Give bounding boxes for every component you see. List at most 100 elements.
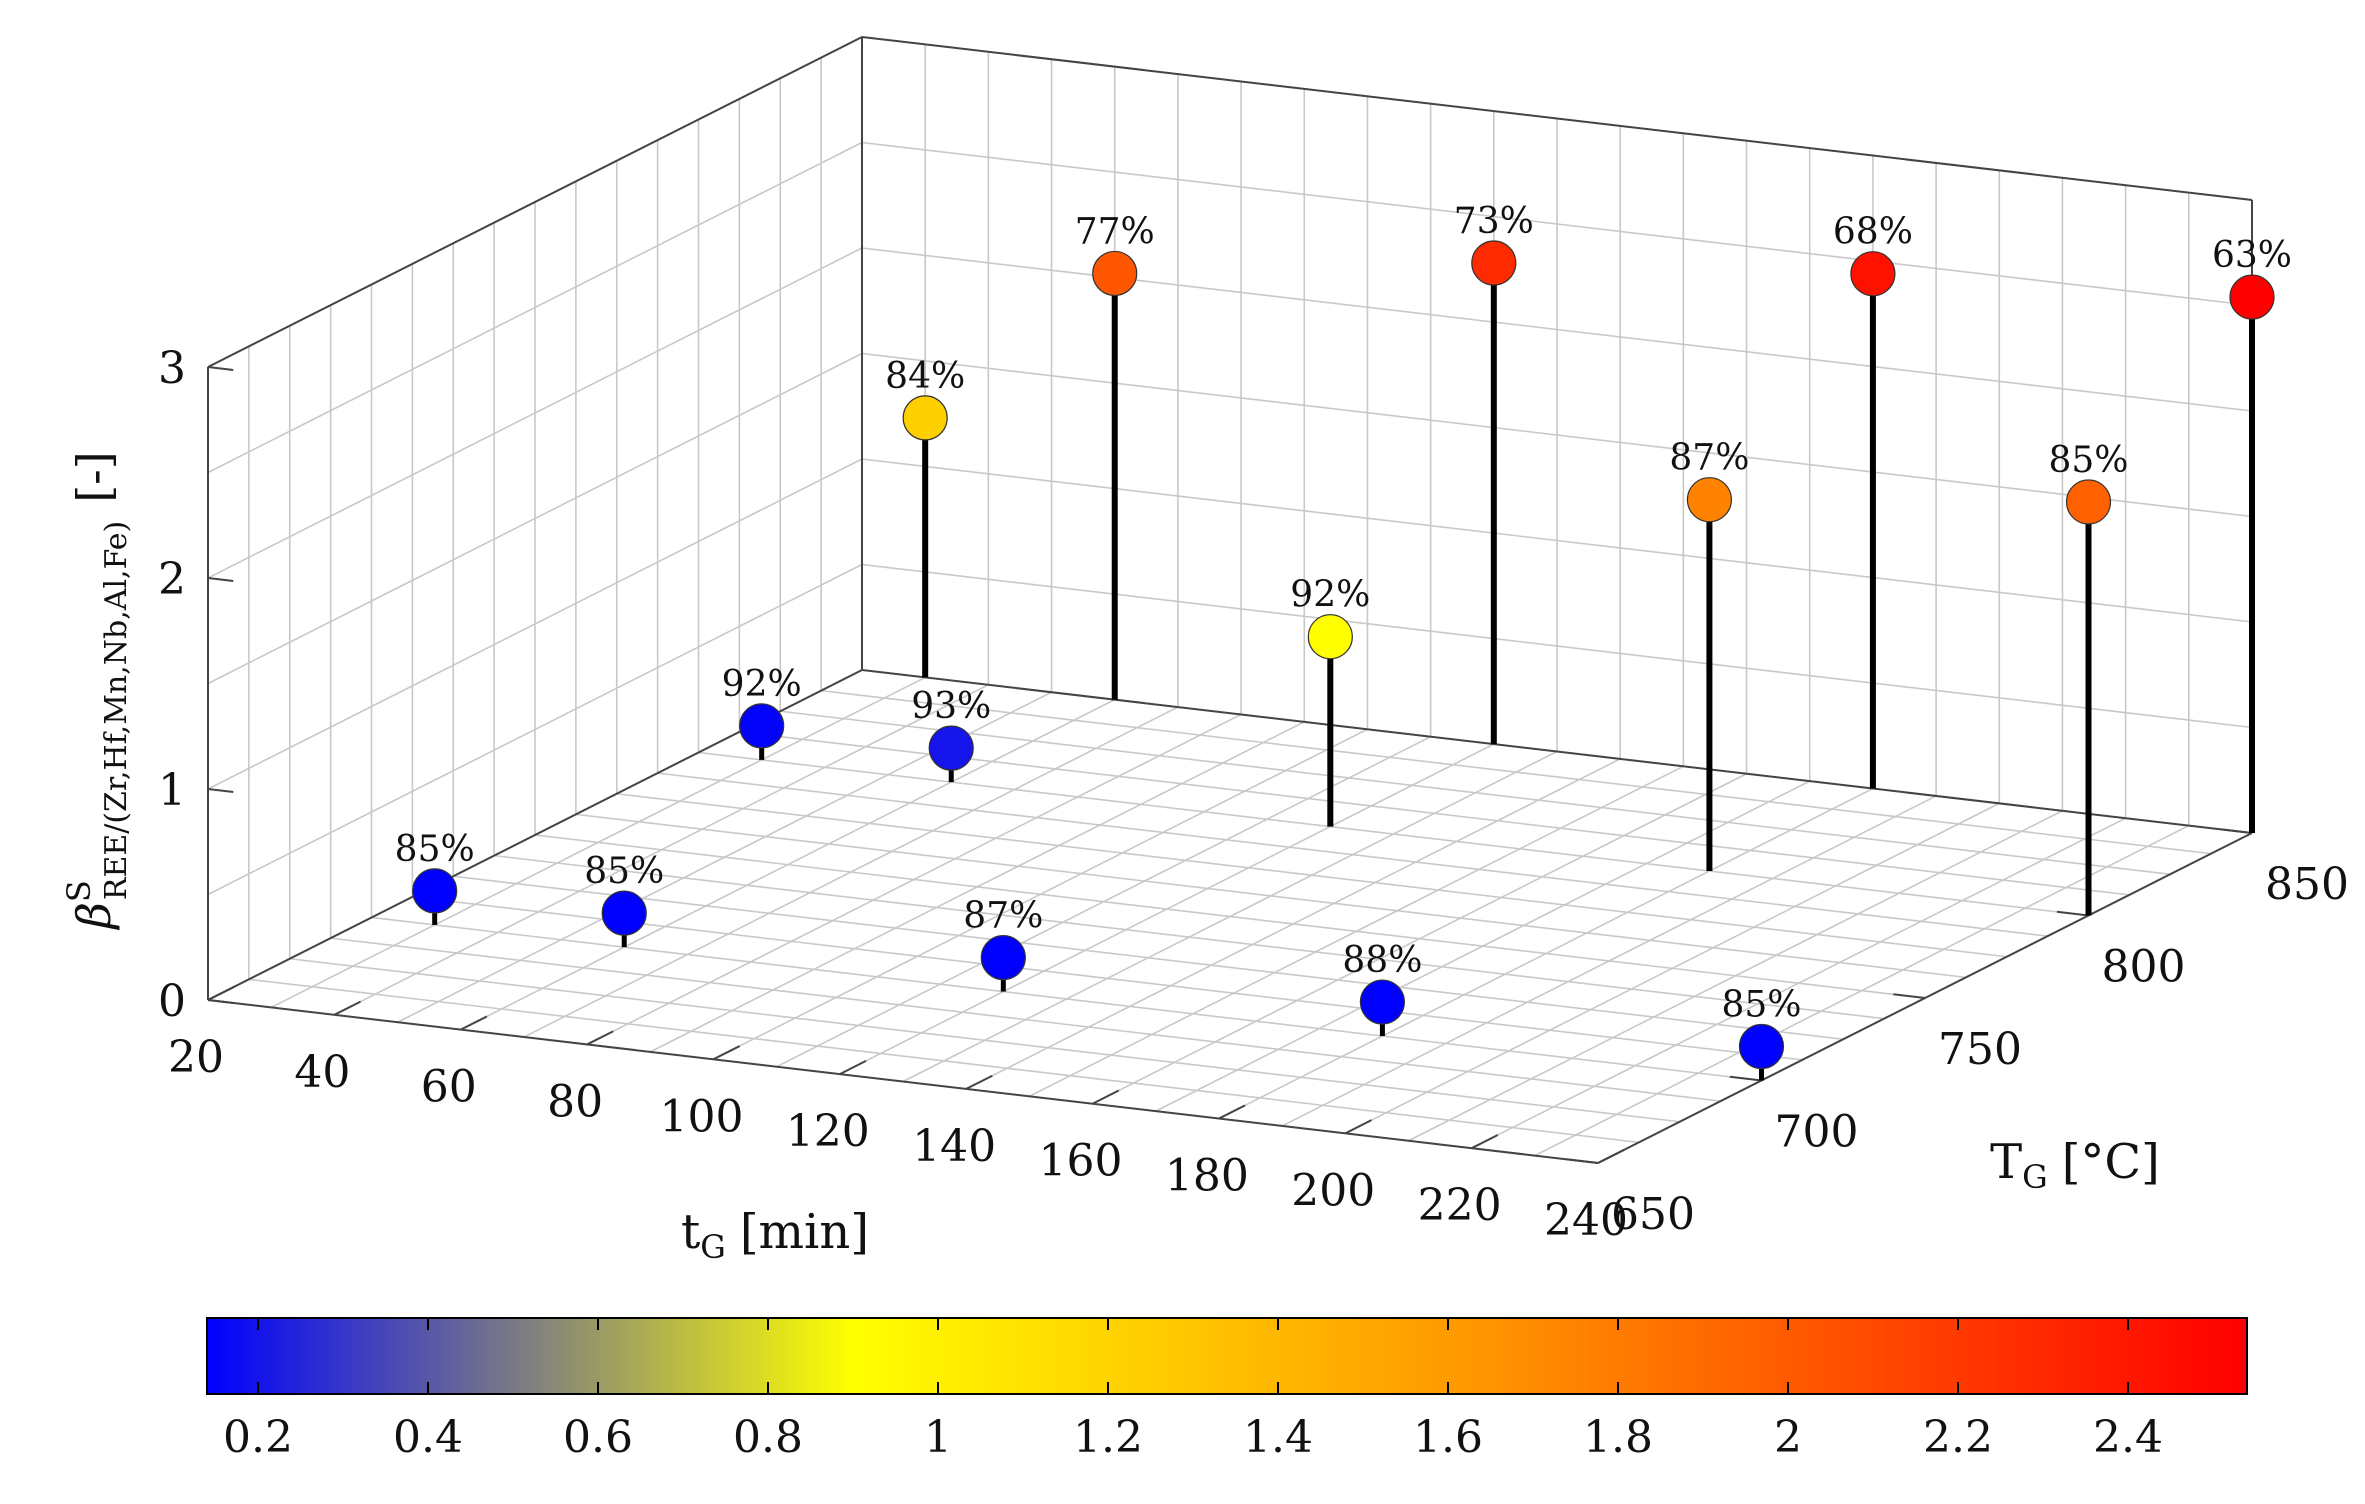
axis-edge <box>207 36 863 368</box>
x-tick-mark <box>333 1000 361 1016</box>
back-wall-grid-line <box>861 458 2253 623</box>
z-axis-label: βSREE/(Zr,Hf,Mn,Nb,Al,Fe)[-] <box>60 451 134 930</box>
point-label: 84% <box>885 356 965 397</box>
x-tick-mark <box>1597 1148 1625 1164</box>
colorbar-tick-label: 0.2 <box>223 1412 293 1463</box>
x-tick-mark <box>460 1015 488 1031</box>
data-point <box>1850 251 1896 297</box>
axis-edge <box>861 36 2253 201</box>
side-wall-grid-line <box>207 458 863 790</box>
x-tick-label: 80 <box>547 1076 603 1127</box>
point-label: 87% <box>963 896 1043 937</box>
y-tick-label: 750 <box>1938 1024 2022 1075</box>
point-label: 85% <box>395 829 475 870</box>
point-label: 85% <box>584 851 664 892</box>
y-tick-mark <box>2220 828 2253 834</box>
data-point <box>1359 979 1406 1025</box>
data-point <box>1471 240 1517 286</box>
colorbar-tick-label: 1 <box>924 1412 952 1463</box>
point-label: 88% <box>1342 940 1422 981</box>
floor-grid-line <box>371 916 1762 1082</box>
x-tick-label: 220 <box>1418 1180 1502 1231</box>
colorbar-tick-label: 1.4 <box>1243 1412 1313 1463</box>
point-label: 77% <box>1075 211 1155 252</box>
floor-grid-line <box>494 854 1885 1020</box>
stems <box>432 263 2255 1081</box>
x-tick-mark <box>1344 1119 1372 1135</box>
data-point <box>1307 614 1353 660</box>
z-tick-label: 3 <box>158 343 186 394</box>
data-point <box>980 934 1026 981</box>
z-tick-mark <box>207 788 234 793</box>
z-tick-mark <box>207 577 234 582</box>
floor-grid-line <box>248 978 1639 1144</box>
axis-edge <box>861 669 2253 834</box>
z-tick-mark <box>207 999 234 1004</box>
back-wall-grid-line <box>861 563 2253 729</box>
data-point <box>2065 479 2112 525</box>
colorbar-tick-label: 1.2 <box>1073 1412 1143 1463</box>
floor-grid-line <box>453 875 1844 1041</box>
floor-grid-line <box>657 772 2048 937</box>
data-point <box>1738 1023 1785 1070</box>
axis-box <box>207 36 2253 1164</box>
points <box>412 240 2275 1070</box>
point-label: 93% <box>911 686 991 727</box>
y-axis-label: TG [°C] <box>1990 1134 2160 1196</box>
x-tick-mark <box>713 1045 741 1061</box>
colorbar-rect <box>206 1317 2248 1395</box>
colorbar-tick-label: 1.6 <box>1413 1412 1483 1463</box>
x-tick-label: 200 <box>1291 1165 1375 1216</box>
back-wall-grid-line <box>861 352 2253 518</box>
axis-edge <box>207 999 1599 1164</box>
x-tick-mark <box>965 1074 993 1090</box>
x-tick-label: 160 <box>1039 1136 1123 1187</box>
floor-grid-line <box>534 834 1926 999</box>
side-wall-grid-line <box>207 352 863 685</box>
floor-grid-line <box>698 751 2089 917</box>
colorbar-tick-label: 0.4 <box>393 1412 463 1463</box>
x-tick-mark <box>586 1030 614 1046</box>
y-tick-label: 650 <box>1611 1189 1695 1240</box>
floor-grid-line <box>330 937 1721 1102</box>
side-wall-grid-line <box>207 141 863 474</box>
colorbar-tick-label: 2.2 <box>1923 1412 1993 1463</box>
side-wall-grid-line <box>207 563 863 896</box>
colorbar: 0.2 0.4 0.6 0.8 1 1.2 1.4 1.6 1.8 2 2.2 2.4 <box>206 1317 2248 1463</box>
point-label: 87% <box>1669 438 1749 479</box>
data-point <box>601 890 647 936</box>
colorbar-tick-label: 1.8 <box>1583 1412 1653 1463</box>
x-axis-label: tG [min] <box>681 1204 869 1266</box>
x-tick-label: 60 <box>421 1062 477 1113</box>
point-label: 63% <box>2212 235 2292 276</box>
floor-grid-line <box>780 710 2171 876</box>
y-tick-mark <box>1893 993 1926 999</box>
floor-grid-line <box>575 813 1966 979</box>
x-tick-label: 180 <box>1165 1151 1249 1202</box>
point-label: 92% <box>722 664 802 705</box>
x-tick-mark <box>1471 1134 1499 1150</box>
x-tick-mark <box>207 985 235 1001</box>
x-tick-mark <box>1092 1089 1120 1105</box>
y-tick-label: 850 <box>2265 859 2349 910</box>
data-point <box>2229 274 2275 320</box>
point-label: 73% <box>1454 201 1534 242</box>
axis-labels: tG [min] TG [°C] βSREE/(Zr,Hf,Mn,Nb,Al,Fe)… <box>60 451 2160 1266</box>
side-wall-grid-line <box>207 247 863 579</box>
point-labels: 84% 77% 73% 68% 63% 92% 93% 92% 87% 85% 85% 85% 87% 8… <box>395 201 2292 1025</box>
x-tick-mark <box>1218 1104 1246 1120</box>
point-label: 85% <box>1721 985 1801 1026</box>
floor-grid-line <box>739 731 2130 896</box>
data-point <box>928 725 974 771</box>
x-tick-label: 240 <box>1544 1195 1628 1246</box>
x-tick-label: 40 <box>294 1047 350 1098</box>
z-tick-mark <box>207 366 234 371</box>
point-label: 68% <box>1833 212 1913 253</box>
floor-grid-line <box>289 957 1680 1123</box>
y-tick-mark <box>1566 1158 1599 1164</box>
tick-labels: 20 40 60 80 100 120 140 160 180 200 220 24065070075… <box>158 343 2349 1246</box>
floor-grid-line <box>412 896 1803 1061</box>
point-label: 85% <box>2048 440 2128 481</box>
x-tick-label: 140 <box>912 1121 996 1172</box>
